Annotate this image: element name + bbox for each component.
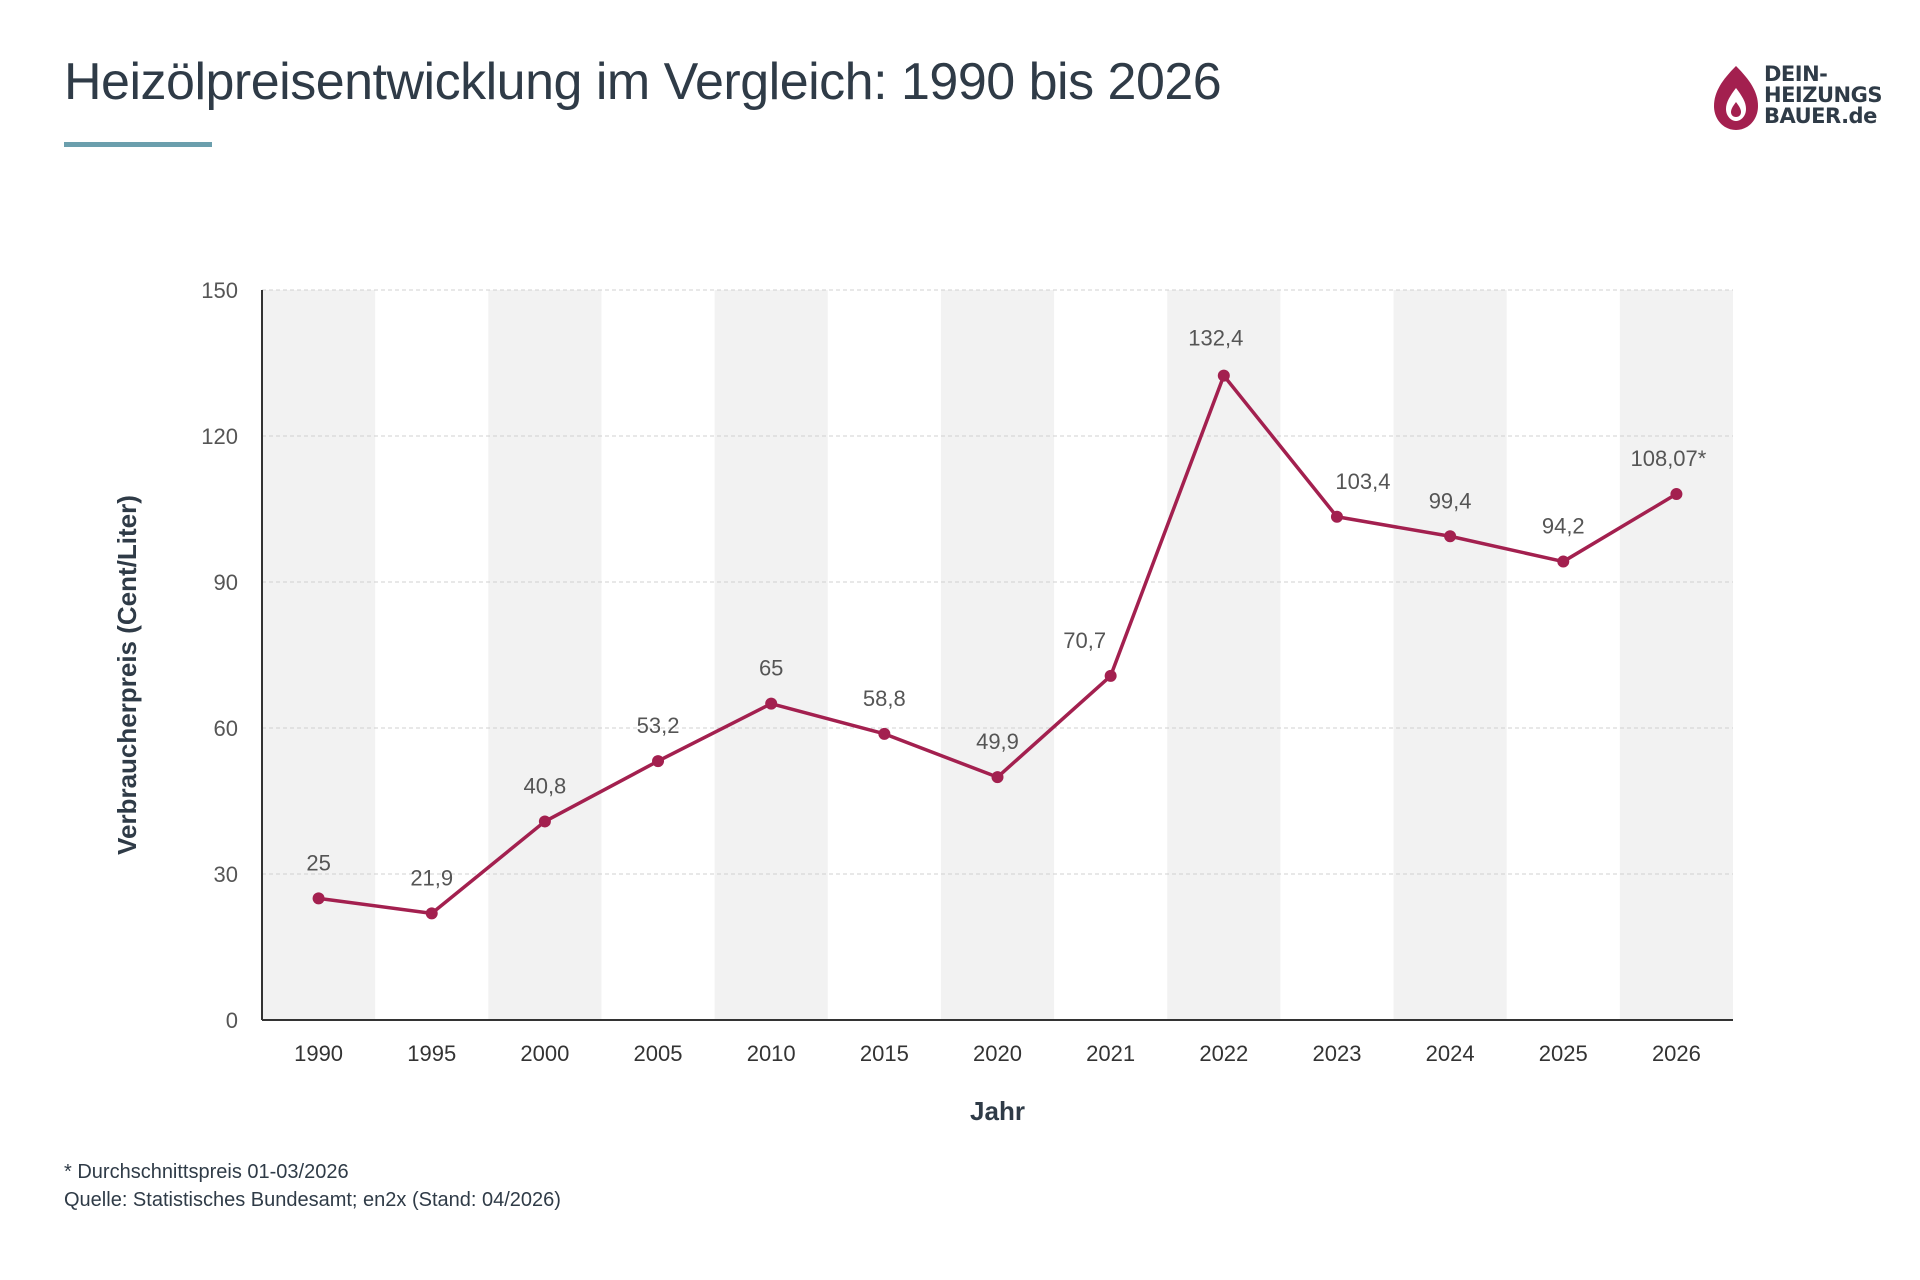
y-tick-30: 30 xyxy=(214,862,238,887)
data-label-2000: 40,8 xyxy=(523,773,566,798)
data-point-2022 xyxy=(1217,369,1230,382)
logo-line-2: HEIZUNGS xyxy=(1764,83,1882,107)
data-point-2010 xyxy=(765,697,778,710)
data-label-2022: 132,4 xyxy=(1188,326,1243,351)
x-tick-2020: 2020 xyxy=(973,1041,1022,1066)
title-underline xyxy=(64,142,212,147)
data-label-2025: 94,2 xyxy=(1542,514,1585,539)
brand-logo[interactable]: DEIN- HEIZUNGS BAUER.de xyxy=(1712,62,1882,132)
band-2010 xyxy=(714,290,828,1020)
logo-line-1: DEIN- xyxy=(1764,62,1828,86)
x-tick-1990: 1990 xyxy=(294,1041,343,1066)
x-tick-2015: 2015 xyxy=(860,1041,909,1066)
y-tick-120: 120 xyxy=(201,424,238,449)
footnote: * Durchschnittspreis 01-03/2026 Quelle: … xyxy=(64,1158,561,1214)
data-point-2015 xyxy=(878,727,891,740)
logo-wordmark: DEIN- HEIZUNGS BAUER.de xyxy=(1764,64,1882,127)
band-2026 xyxy=(1619,290,1733,1020)
band-1990 xyxy=(262,290,376,1020)
data-label-2026: 108,07* xyxy=(1630,446,1706,471)
y-tick-0: 0 xyxy=(226,1008,238,1033)
y-axis-label: Verbraucherpreis (Cent/Liter) xyxy=(112,495,142,855)
x-tick-2010: 2010 xyxy=(747,1041,796,1066)
x-tick-2022: 2022 xyxy=(1199,1041,1248,1066)
data-label-2005: 53,2 xyxy=(637,713,680,738)
data-label-2021: 70,7 xyxy=(1063,628,1106,653)
footnote-source: Quelle: Statistisches Bundesamt; en2x (S… xyxy=(64,1189,561,1211)
data-label-2020: 49,9 xyxy=(976,729,1019,754)
data-label-2015: 58,8 xyxy=(863,686,906,711)
x-axis-label: Jahr xyxy=(970,1096,1025,1126)
background-bands xyxy=(262,290,1733,1020)
x-tick-2005: 2005 xyxy=(634,1041,683,1066)
data-point-1990 xyxy=(312,892,325,905)
logo-line-3: BAUER.de xyxy=(1764,104,1877,128)
data-label-1995: 21,9 xyxy=(410,865,453,890)
data-point-2021 xyxy=(1104,669,1117,682)
data-points xyxy=(312,369,1683,920)
data-point-2023 xyxy=(1330,510,1343,523)
band-2000 xyxy=(488,290,602,1020)
y-tick-60: 60 xyxy=(214,716,238,741)
page-title: Heizölpreisentwicklung im Vergleich: 199… xyxy=(64,53,1222,111)
y-tick-90: 90 xyxy=(214,570,238,595)
data-label-2023: 103,4 xyxy=(1335,469,1390,494)
x-tick-2025: 2025 xyxy=(1539,1041,1588,1066)
data-point-2020 xyxy=(991,771,1004,784)
data-label-2010: 65 xyxy=(759,656,783,681)
gridlines xyxy=(262,289,1733,875)
flame-drop-icon xyxy=(1714,66,1758,130)
band-2022 xyxy=(1167,290,1281,1020)
axes xyxy=(261,290,1733,1021)
y-tick-150: 150 xyxy=(201,278,238,303)
data-point-2005 xyxy=(652,755,665,768)
data-labels: 25 21,9 40,8 53,2 65 58,8 49,9 70,7 132,4 103,4 99… xyxy=(306,326,1706,891)
data-point-2024 xyxy=(1444,530,1457,543)
band-2024 xyxy=(1393,290,1507,1020)
x-tick-2000: 2000 xyxy=(520,1041,569,1066)
data-label-2024: 99,4 xyxy=(1429,488,1472,513)
data-point-1995 xyxy=(425,907,438,920)
x-tick-labels: 1990 1995 2000 2005 2010 2015 2020 2021 2022 2023… xyxy=(294,1041,1701,1066)
x-tick-2023: 2023 xyxy=(1312,1041,1361,1066)
data-label-1990: 25 xyxy=(306,850,330,875)
data-point-2026 xyxy=(1670,488,1683,501)
x-tick-2021: 2021 xyxy=(1086,1041,1135,1066)
data-point-2025 xyxy=(1557,555,1570,568)
x-tick-2024: 2024 xyxy=(1426,1041,1475,1066)
x-tick-1995: 1995 xyxy=(407,1041,456,1066)
y-tick-labels: 0 30 60 90 120 150 xyxy=(201,278,238,1033)
data-point-2000 xyxy=(538,815,551,828)
x-tick-2026: 2026 xyxy=(1652,1041,1701,1066)
band-2020 xyxy=(940,290,1055,1020)
footnote-note: * Durchschnittspreis 01-03/2026 xyxy=(64,1161,349,1183)
